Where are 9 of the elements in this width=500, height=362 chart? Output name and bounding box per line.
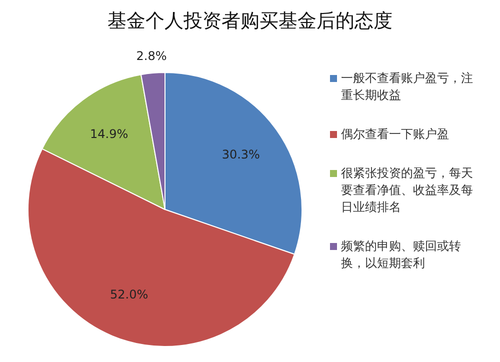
data-label: 2.8% (136, 48, 167, 63)
legend-label: 频繁的申购、赎回或转换，以短期套利 (341, 238, 462, 272)
data-label: 30.3% (222, 148, 260, 162)
data-label: 52.0% (110, 288, 148, 302)
legend-label: 一般不查看账户盈亏，注重长期收益 (341, 70, 474, 104)
legend-label: 偶尔查看一下账户盈 (341, 126, 449, 143)
data-label: 14.9% (90, 127, 128, 142)
legend-label: 很紧张投资的盈亏，每天要查看净值、收益率及每日业绩排名 (341, 165, 474, 216)
chart-title: 基金个人投资者购买基金后的态度 (106, 9, 394, 34)
